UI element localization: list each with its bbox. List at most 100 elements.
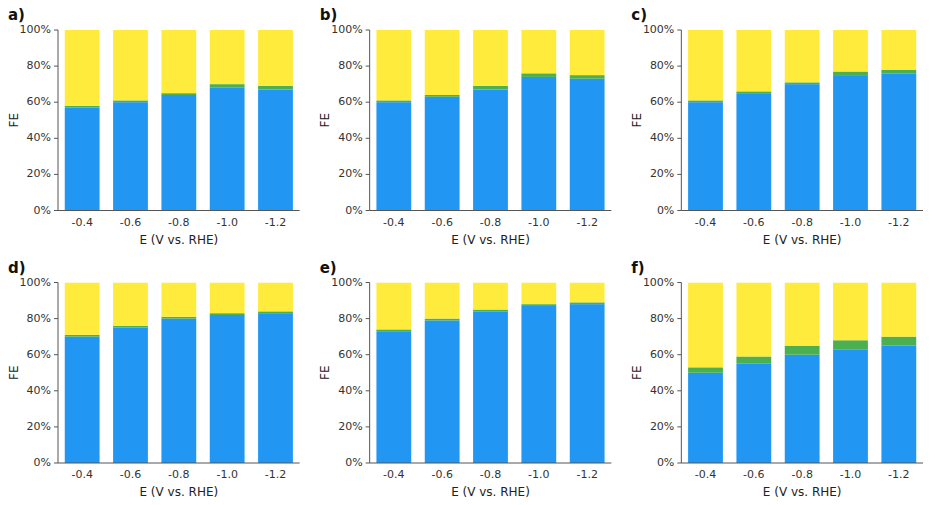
bar-segment: [570, 79, 605, 211]
x-tick-label: -0.4: [71, 216, 92, 229]
bar-segment: [65, 108, 100, 211]
x-axis: [681, 463, 923, 464]
y-tick: [366, 463, 370, 464]
x-tick-label: -0.8: [480, 468, 501, 481]
bar-segment: [425, 97, 460, 211]
bar-segment: [65, 283, 100, 335]
x-axis: [58, 210, 300, 211]
x-axis: [370, 463, 612, 464]
bars: [376, 283, 604, 464]
y-tick-label: 80%: [650, 312, 674, 325]
bar-segment: [161, 30, 196, 93]
x-tick-label: -1.0: [840, 216, 861, 229]
bar-segment: [210, 84, 245, 88]
x-tick-label: -1.2: [265, 468, 286, 481]
y-tick-label: 0%: [657, 456, 674, 469]
y-tick: [677, 30, 681, 31]
y-tick: [366, 138, 370, 139]
y-tick-label: 0%: [345, 204, 362, 217]
bar-segment: [113, 100, 148, 102]
bar-segment: [210, 30, 245, 84]
y-tick: [54, 354, 58, 355]
x-axis-label: E (V vs. RHE): [139, 233, 218, 247]
bar-segment: [161, 317, 196, 319]
panel-label: a): [8, 6, 25, 24]
bar-segment: [258, 90, 293, 211]
page: {"chart_data": [ {"type": "bar", "stacke…: [0, 0, 935, 505]
y-tick: [54, 66, 58, 67]
bars: [688, 283, 916, 464]
bar-segment: [65, 106, 100, 108]
x-tick-label: -1.0: [840, 468, 861, 481]
bar-segment: [736, 283, 771, 357]
y-tick-label: 100%: [331, 23, 362, 36]
y-tick-label: 20%: [650, 167, 674, 180]
y-axis-label: FE: [318, 113, 332, 127]
bar-segment: [688, 102, 723, 210]
bar-segment: [881, 30, 916, 70]
x-axis-label: E (V vs. RHE): [451, 233, 530, 247]
x-tick-label: -1.2: [265, 216, 286, 229]
y-tick: [677, 282, 681, 283]
x-tick-label: -1.2: [888, 216, 909, 229]
bar-segment: [521, 283, 556, 305]
panel: 0%20%40%60%80%100%-0.4-0.6-0.8-1.0-1.2E …: [7, 6, 300, 247]
bar-segment: [113, 326, 148, 328]
y-tick: [54, 174, 58, 175]
y-tick-label: 40%: [338, 131, 362, 144]
x-tick-label: -0.6: [431, 216, 452, 229]
bar-segment: [376, 102, 411, 210]
y-tick-label: 80%: [27, 59, 51, 72]
y-tick-label: 80%: [338, 312, 362, 325]
x-tick-label: -1.0: [216, 468, 237, 481]
y-axis: [58, 283, 59, 464]
x-tick-label: -0.4: [71, 468, 92, 481]
y-tick: [54, 318, 58, 319]
x-tick-label: -0.8: [791, 468, 812, 481]
y-tick-label: 40%: [650, 131, 674, 144]
y-tick: [366, 390, 370, 391]
y-tick: [677, 318, 681, 319]
bar-segment: [113, 283, 148, 326]
bar-segment: [258, 86, 293, 90]
x-axis-label: E (V vs. RHE): [451, 485, 530, 499]
y-tick: [366, 318, 370, 319]
x-tick-label: -0.4: [695, 468, 716, 481]
panel-label: c): [631, 6, 647, 24]
bar-segment: [881, 346, 916, 463]
panel-label: d): [8, 259, 26, 277]
bar-segment: [833, 340, 868, 349]
bar-segment: [521, 73, 556, 77]
bar-segment: [736, 91, 771, 93]
y-tick: [366, 426, 370, 427]
bar-segment: [425, 283, 460, 319]
x-tick-label: -1.0: [216, 216, 237, 229]
bar-segment: [376, 283, 411, 330]
x-tick-label: -1.2: [576, 216, 597, 229]
panel-label: b): [320, 6, 338, 24]
bar-segment: [425, 319, 460, 321]
y-tick: [677, 174, 681, 175]
y-tick: [54, 463, 58, 464]
x-axis-label: E (V vs. RHE): [139, 485, 218, 499]
y-tick: [366, 66, 370, 67]
y-tick: [677, 210, 681, 211]
x-tick-label: -1.0: [528, 216, 549, 229]
bar-segment: [521, 30, 556, 73]
y-tick: [677, 138, 681, 139]
y-tick-label: 100%: [20, 276, 51, 289]
y-tick: [54, 210, 58, 211]
bar-segment: [688, 100, 723, 102]
y-tick: [366, 210, 370, 211]
y-axis-label: FE: [630, 113, 644, 127]
y-tick-label: 0%: [345, 456, 362, 469]
bar-segment: [210, 313, 245, 315]
x-tick-label: -1.0: [528, 468, 549, 481]
y-tick: [677, 463, 681, 464]
y-tick: [366, 282, 370, 283]
bar-segment: [210, 283, 245, 314]
panel: 0%20%40%60%80%100%-0.4-0.6-0.8-1.0-1.2E …: [630, 6, 923, 247]
x-tick-label: -0.6: [120, 468, 141, 481]
bar-segment: [570, 302, 605, 304]
y-tick-label: 40%: [27, 384, 51, 397]
